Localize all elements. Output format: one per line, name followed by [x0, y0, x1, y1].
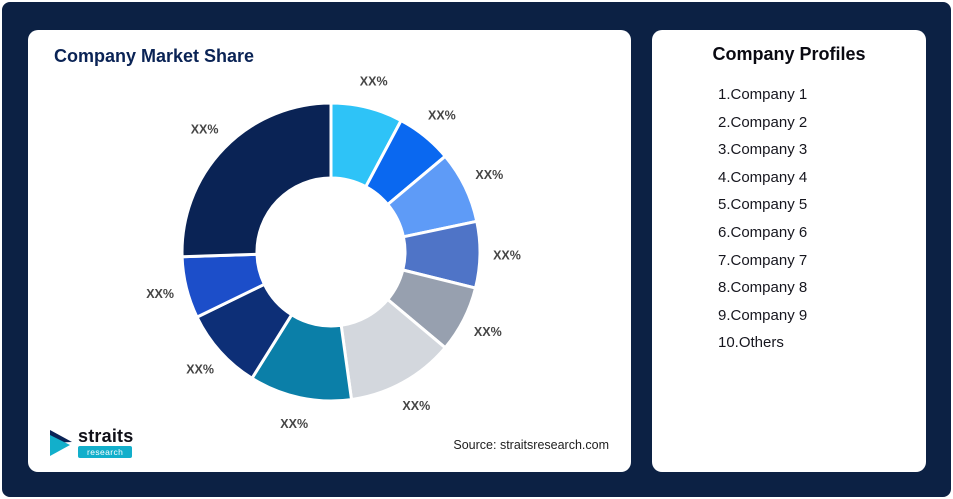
segment-percent-label: XX% — [186, 363, 214, 377]
segment-percent-label: XX% — [146, 287, 174, 301]
donut-chart: XX% XX% XX% XX% XX% XX% XX% XX% XX% XX% — [146, 74, 521, 431]
company-list-item: 5.Company 5 — [718, 196, 808, 214]
company-list-item: 9.Company 9 — [718, 306, 808, 324]
company-list: 1.Company 1 2.Company 2 3.Company 3 4.Compa… — [652, 81, 926, 357]
straits-logo: straits research — [48, 427, 133, 458]
market-share-card: XX% XX% XX% XX% XX% XX% XX% XX% XX% XX% Company M… — [28, 30, 631, 472]
company-list-item: 3.Company 3 — [718, 141, 808, 159]
company-list-item: 10.Others — [718, 334, 784, 352]
segment-percent-label: XX% — [493, 248, 521, 262]
logo-name: straits — [78, 426, 134, 446]
segment-percent-label: XX% — [280, 417, 308, 431]
company-list-item: 7.Company 7 — [718, 251, 808, 269]
segment-percent-label: XX% — [475, 168, 503, 182]
segment-percent-label: XX% — [360, 74, 388, 88]
chart-title: Company Market Share — [54, 46, 255, 66]
donut-segment — [180, 101, 333, 259]
company-list-item: 8.Company 8 — [718, 279, 808, 297]
segment-percent-label: XX% — [474, 325, 502, 339]
company-list-item: 6.Company 6 — [718, 223, 808, 241]
straits-logo-text: straits research — [78, 427, 133, 458]
straits-logo-icon — [50, 429, 72, 456]
profiles-title: Company Profiles — [712, 44, 866, 64]
segment-percent-label: XX% — [191, 123, 219, 137]
company-list-item: 2.Company 2 — [718, 113, 808, 131]
logo-sub-badge: research — [78, 446, 133, 458]
segment-percent-label: XX% — [428, 108, 456, 122]
company-list-item: 1.Company 1 — [718, 86, 808, 103]
source-text: Source: straitsresearch.com — [453, 438, 609, 452]
company-list-item: 4.Company 4 — [718, 168, 808, 186]
company-profiles-card: Company Profiles 1.Company 1 2.Company 2 3… — [652, 30, 926, 472]
segment-percent-label: XX% — [402, 399, 430, 413]
